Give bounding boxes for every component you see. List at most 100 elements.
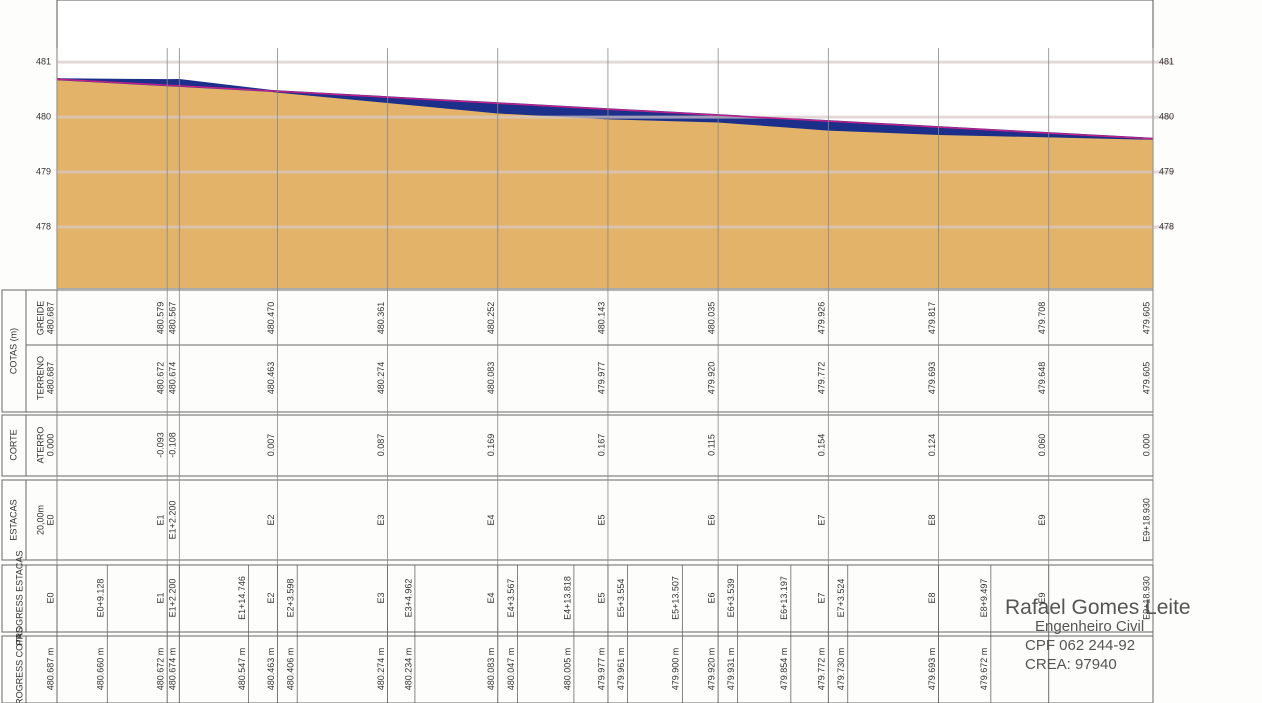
corte-aterro: 0.000: [45, 434, 55, 457]
estaca: E0: [45, 514, 55, 525]
greide-cota: 480.361: [376, 302, 386, 335]
progress-estaca: E6: [707, 592, 717, 603]
progress-cota: 479.931 m: [726, 648, 736, 691]
greide-cota: 479.605: [1141, 302, 1151, 335]
estaca: E4: [486, 514, 496, 525]
corte-aterro: -0.108: [168, 432, 178, 458]
terreno-cota: 479.693: [927, 362, 937, 395]
table-header: 20,00m: [35, 505, 45, 535]
y-tick-label-right: 480: [1159, 111, 1174, 121]
signature-name: Rafael Gomes Leite: [1005, 596, 1191, 619]
terreno-cota: 480.083: [486, 362, 496, 395]
corte-aterro: 0.000: [1141, 434, 1151, 457]
progress-cota: 480.547 m: [237, 648, 247, 691]
progress-cota: 480.083 m: [486, 648, 496, 691]
progress-cota: 479.920 m: [707, 648, 717, 691]
greide-cota: 480.687: [45, 302, 55, 335]
table-header: ATERRO: [35, 427, 45, 464]
estaca: E9+18.930: [1141, 498, 1151, 542]
progress-estaca: E4: [486, 592, 496, 603]
progress-cota: 480.234 m: [403, 648, 413, 691]
greide-cota: 480.567: [168, 302, 178, 335]
progress-cota: 479.900 m: [671, 648, 681, 691]
progress-estaca: E8: [927, 592, 937, 603]
progress-cota: 480.672 m: [156, 648, 166, 691]
progress-estaca: E8+9.497: [979, 579, 989, 618]
progress-estaca: E5: [596, 592, 606, 603]
progress-estaca: E2+3.598: [286, 579, 296, 618]
progress-cota: 480.406 m: [286, 648, 296, 691]
greide-cota: 479.817: [927, 302, 937, 335]
terreno-cota: 480.274: [376, 362, 386, 395]
terreno-cota: 479.605: [1141, 362, 1151, 395]
estaca: E1+2.200: [168, 501, 178, 540]
table-header: PROGRESS COTAS: [14, 627, 24, 703]
y-tick-label-right: 481: [1159, 56, 1174, 66]
table-header: CORTE: [8, 429, 18, 460]
greide-cota: 480.035: [707, 302, 717, 335]
corte-aterro: 0.087: [376, 434, 386, 457]
progress-cota: 479.730 m: [836, 648, 846, 691]
terreno-cota: 480.463: [266, 362, 276, 395]
estaca: E5: [596, 514, 606, 525]
estaca: E1: [156, 514, 166, 525]
progress-estaca: E7+3.524: [836, 579, 846, 618]
y-tick-label-right: 478: [1159, 221, 1174, 231]
estaca: E2: [266, 514, 276, 525]
progress-cota: 479.961 m: [616, 648, 626, 691]
progress-cota: 479.693 m: [927, 648, 937, 691]
progress-cota: 480.660 m: [96, 648, 106, 691]
corte-aterro: 0.060: [1037, 434, 1047, 457]
terreno-cota: 480.674: [168, 362, 178, 395]
progress-estaca: E4+3.567: [506, 579, 516, 618]
terrain-area: [57, 79, 1153, 288]
estaca: E9: [1037, 514, 1047, 525]
y-tick-label: 479: [36, 166, 51, 176]
signature-title: Engenheiro Civil: [1035, 618, 1145, 635]
corte-aterro: 0.007: [266, 434, 276, 457]
signature-cpf: CPF 062 244-92: [1025, 637, 1136, 654]
terreno-cota: 479.648: [1037, 362, 1047, 395]
terreno-cota: 479.977: [596, 362, 606, 395]
corte-aterro: 0.169: [486, 434, 496, 457]
progress-cota: 479.772 m: [817, 648, 827, 691]
signature: Rafael Gomes Leite Engenheiro Civil CPF …: [1005, 596, 1262, 674]
table-header: PROGRESS ESTACAS: [14, 551, 24, 646]
estaca: E7: [817, 514, 827, 525]
progress-estaca: E0: [45, 592, 55, 603]
progress-estaca: E9: [1037, 592, 1047, 603]
greide-cota: 479.708: [1037, 302, 1047, 335]
greide-cota: 480.579: [156, 302, 166, 335]
corte-aterro: 0.154: [817, 434, 827, 457]
corte-aterro: 0.124: [927, 434, 937, 457]
progress-estaca: E1+2.200: [168, 579, 178, 618]
progress-estaca: E2: [266, 592, 276, 603]
terreno-cota: 480.672: [156, 362, 166, 395]
estaca: E6: [707, 514, 717, 525]
corte-aterro: 0.167: [596, 434, 606, 457]
progress-estaca: E0+9.128: [96, 579, 106, 618]
progress-cota: 480.005 m: [562, 648, 572, 691]
progress-estaca: E4+13.818: [562, 576, 572, 620]
y-tick-label-right: 479: [1159, 166, 1174, 176]
estaca: E8: [927, 514, 937, 525]
progress-cota: 479.977 m: [596, 648, 606, 691]
progress-estaca: E9+18.930: [1141, 576, 1151, 620]
table-header: GREIDE: [35, 301, 45, 336]
greide-cota: 480.252: [486, 302, 496, 335]
greide-cota: 480.143: [596, 302, 606, 335]
progress-estaca: E5+13.507: [671, 576, 681, 620]
terreno-cota: 479.772: [817, 362, 827, 395]
y-tick-label: 480: [36, 111, 51, 121]
progress-estaca: E3: [376, 592, 386, 603]
terreno-cota: 479.920: [707, 362, 717, 395]
progress-cota: 480.687 m: [45, 648, 55, 691]
greide-line: [56, 78, 1154, 140]
signature-crea: CREA: 97940: [1025, 656, 1117, 673]
corte-aterro: -0.093: [156, 432, 166, 458]
progress-cota: 480.674 m: [168, 648, 178, 691]
progress-estaca: E7: [817, 592, 827, 603]
greide-cota: 479.926: [817, 302, 827, 335]
